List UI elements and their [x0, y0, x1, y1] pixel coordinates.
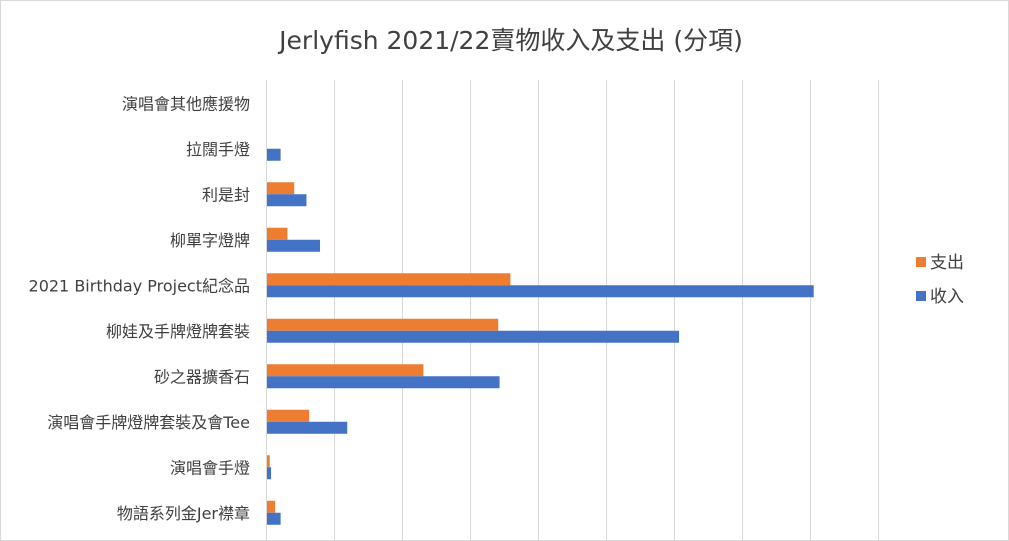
income-bar [267, 467, 272, 480]
income-bar [267, 285, 814, 298]
category-label: 演唱會其他應援物 [122, 94, 250, 113]
legend-label: 支出 [930, 253, 964, 273]
category-label: 演唱會手燈 [170, 458, 250, 477]
income-bar [267, 421, 348, 434]
legend-swatch [916, 257, 926, 267]
category-label: 柳單字燈牌 [170, 231, 250, 250]
category-label: 物語系列金Jer襟章 [117, 504, 250, 523]
legend-label: 收入 [930, 287, 964, 307]
income-bar [267, 512, 281, 525]
expense-bar [267, 227, 288, 240]
income-bar [267, 376, 500, 389]
gridlines [266, 80, 879, 541]
category-label: 拉闊手燈 [186, 140, 250, 159]
category-label: 2021 Birthday Project紀念品 [29, 276, 250, 295]
expense-bar [267, 364, 424, 377]
expense-bar [267, 409, 310, 422]
bars [267, 148, 814, 525]
income-bar [267, 330, 680, 343]
category-label: 演唱會手牌燈牌套裝及會Tee [47, 413, 250, 432]
expense-bar [267, 318, 499, 331]
income-bar [267, 148, 281, 161]
category-label: 利是封 [202, 185, 250, 204]
chart-title: Jerlyfish 2021/22賣物收入及支出 (分項) [277, 26, 743, 55]
category-label: 砂之器擴香石 [154, 367, 250, 386]
category-label: 柳娃及手牌燈牌套裝 [106, 322, 250, 341]
expense-bar [267, 182, 295, 195]
income-bar [267, 239, 321, 252]
expense-bar [267, 455, 270, 468]
legend-swatch [916, 291, 926, 301]
expense-bar [267, 273, 511, 286]
expense-bar [267, 500, 276, 513]
income-bar [267, 194, 307, 207]
